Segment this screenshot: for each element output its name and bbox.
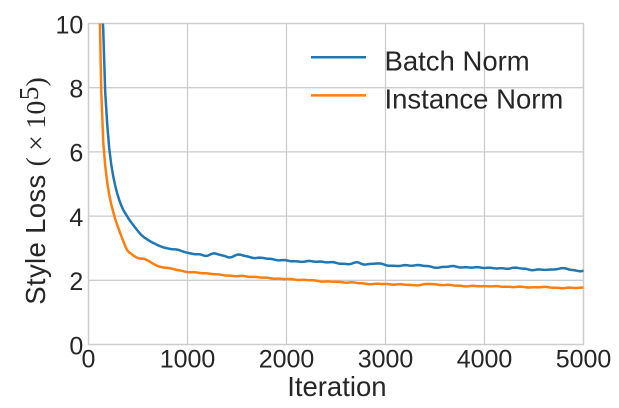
svg-text:0: 0 [82,346,96,374]
svg-text:Batch Norm: Batch Norm [385,45,530,76]
svg-text:4: 4 [69,204,83,232]
svg-text:5000: 5000 [556,346,612,374]
svg-text:1000: 1000 [160,346,216,374]
svg-text:0: 0 [69,332,83,360]
svg-text:8: 8 [69,76,83,104]
svg-text:4000: 4000 [457,346,513,374]
svg-text:10: 10 [55,11,83,39]
svg-text:3000: 3000 [358,346,414,374]
svg-text:Style Loss ( × 105): Style Loss ( × 105) [13,77,51,304]
svg-text:Iteration: Iteration [287,371,386,402]
svg-text:6: 6 [69,140,83,168]
svg-text:2: 2 [69,268,83,296]
svg-text:Instance Norm: Instance Norm [385,84,564,115]
svg-text:2000: 2000 [259,346,315,374]
